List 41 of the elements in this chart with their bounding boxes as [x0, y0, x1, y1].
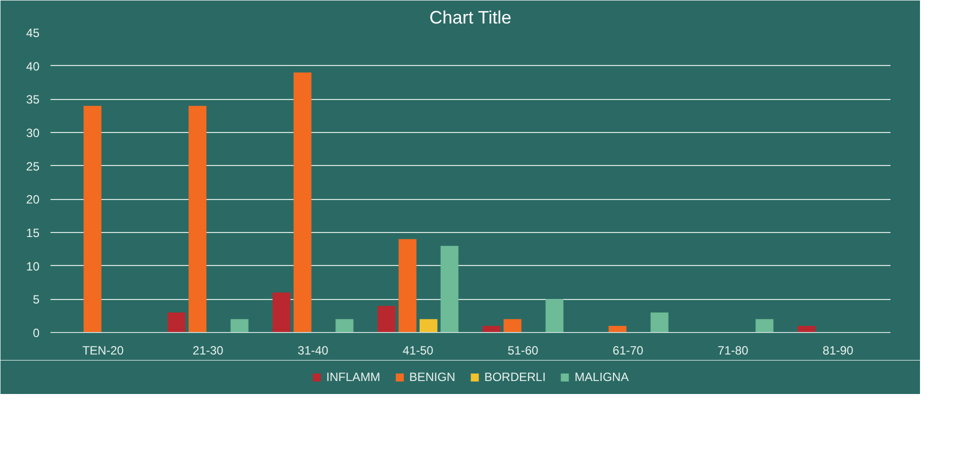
bar [482, 326, 500, 332]
y-tick-label: 25 [26, 159, 40, 174]
bar [398, 239, 416, 332]
bar [650, 312, 668, 332]
bar [378, 306, 396, 332]
bar [504, 319, 522, 332]
x-tick-label: 61-70 [612, 344, 644, 358]
x-tick-label: 81-90 [822, 344, 854, 358]
bar [608, 326, 626, 332]
y-tick-label: 15 [26, 226, 40, 240]
legend-label: BENIGN [409, 370, 456, 384]
legend-label: BORDERLI [484, 370, 546, 384]
legend-label: INFLAMM [326, 370, 380, 384]
x-tick-label: TEN-20 [82, 344, 124, 358]
bar [756, 319, 774, 332]
bar [546, 299, 564, 332]
chart-title: Chart Title [429, 8, 512, 28]
y-tick-label: 5 [32, 292, 40, 307]
y-tick-label: 0 [32, 326, 40, 340]
bar [230, 319, 248, 332]
bar [798, 326, 816, 332]
x-tick-label: 21-30 [192, 344, 224, 358]
bar [84, 106, 102, 332]
x-tick-label: 31-40 [298, 344, 329, 358]
bar [168, 312, 186, 332]
x-tick-label: 51-60 [508, 344, 539, 358]
x-tick-label: 71-80 [718, 344, 749, 358]
bar [440, 246, 458, 332]
y-tick-label: 45 [26, 26, 40, 40]
bar [336, 319, 354, 332]
y-tick-label: 10 [26, 259, 40, 274]
x-tick-label: 41-50 [402, 344, 434, 358]
y-tick-label: 40 [26, 59, 40, 74]
y-tick-label: 35 [26, 92, 40, 107]
bar [272, 292, 290, 332]
y-tick-label: 30 [26, 126, 40, 140]
legend-label: MALIGNA [574, 370, 629, 384]
bar [420, 319, 438, 332]
bar [188, 106, 206, 332]
y-tick-label: 20 [26, 192, 40, 207]
bar [294, 72, 312, 332]
